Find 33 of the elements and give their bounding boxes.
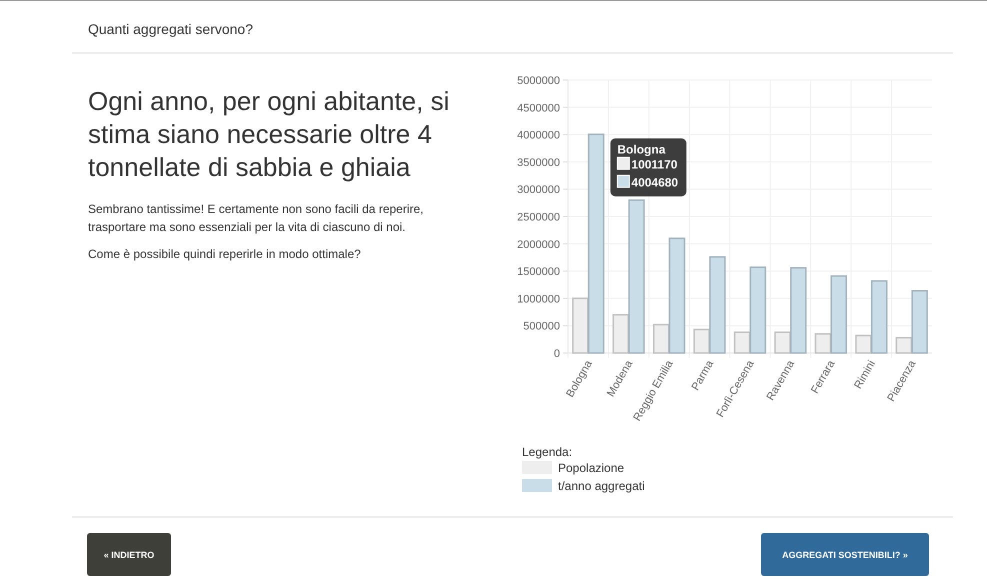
y-tick-label: 3000000 (517, 184, 560, 196)
annotation: Bologna (617, 142, 666, 156)
y-tick-label: 5000000 (517, 75, 560, 87)
annotation: 4004680 (631, 175, 678, 190)
next-button: AGGREGATI SOSTENIBILI? » (761, 533, 929, 576)
bar (830, 275, 848, 354)
bar (588, 134, 604, 354)
back-button: « INDIETRO (87, 533, 171, 576)
text: Come è possibile quindi reperirle in modo ottimale? (88, 247, 362, 261)
bar (911, 290, 928, 354)
y-tick-label: 3500000 (517, 156, 560, 169)
y-tick-label: 1500000 (517, 266, 560, 278)
bar (790, 267, 807, 354)
legend-title: Legenda: (522, 445, 572, 459)
y-tick-label: 0 (554, 348, 560, 360)
y-tick-label: 2000000 (517, 238, 560, 251)
legend-label: t/anno aggregati (558, 479, 645, 493)
y-tick-label: 1000000 (517, 293, 560, 306)
bar (870, 280, 888, 354)
text: Ogni anno, per ogni abitante, si stima siano necessarie oltre 4 tonnellate di sabbia e ghiaia (88, 86, 450, 182)
bar (709, 256, 726, 354)
bar (628, 199, 645, 354)
annotation: 1001170 (631, 157, 678, 172)
bar (750, 266, 766, 354)
legend-label: Popolazione (558, 461, 624, 475)
y-tick-label: 4000000 (517, 130, 560, 142)
text: Sembrano tantissime! E certamente non sono facili da reperire, trasportare ma sono essenziali per la vita di ciascuno di noi. (88, 202, 424, 234)
y-tick-label: 500000 (523, 320, 560, 333)
tooltip: Bologna 1001170 4004680 (610, 138, 686, 196)
y-tick-label: 2500000 (517, 212, 560, 224)
y-tick-label: 4500000 (517, 102, 560, 114)
text: Quanti aggregati servono? (88, 21, 254, 37)
bar (668, 238, 686, 354)
